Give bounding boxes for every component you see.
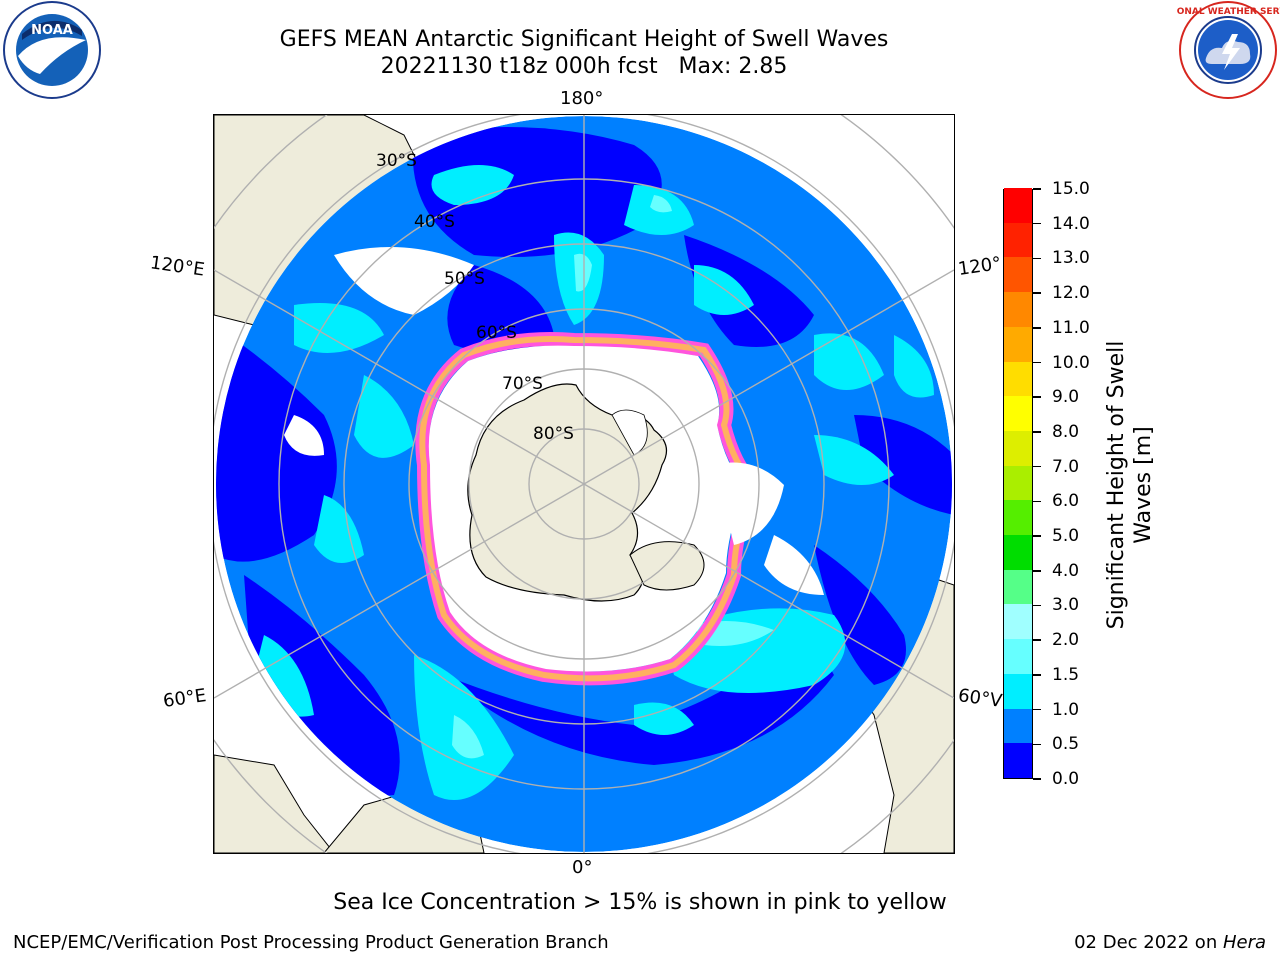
colorbar-tick-label: 15.0 [1052,179,1090,199]
lat-label-30s: 30°S [376,151,417,171]
no-swell-areas [284,247,824,595]
footer-right: 02 Dec 2022 on Hera [1074,932,1266,953]
colorbar-tick-label: 13.0 [1052,248,1090,269]
colorbar-tick [1033,327,1041,329]
colorbar-segment [1004,569,1032,605]
colorbar-tick [1033,743,1041,746]
colorbar-tick-label: 1.0 [1052,699,1080,720]
lon-label-0: 0° [572,857,593,878]
colorbar-tick [1033,708,1041,711]
colorbar-tick [1033,396,1041,398]
colorbar-tick [1033,465,1041,468]
colorbar-tick-label: 2.0 [1052,630,1080,651]
colorbar [1003,187,1033,779]
colorbar-tick-label: 4.0 [1052,560,1080,581]
ross-ice-shelf [611,409,648,456]
colorbar-tick [1033,535,1041,537]
nws-logo-text: NATIONAL WEATHER SERVICE [1176,7,1280,17]
noaa-logo-text: NOAA [31,23,73,38]
colorbar-tick-label: 0.0 [1052,769,1080,789]
colorbar-tick-label: 10.0 [1052,352,1090,373]
lon-label-120w: 120° [956,253,1003,280]
colorbar-segment [1004,499,1032,536]
colorbar-tick [1033,257,1041,260]
elevated-swell-areas [452,195,774,759]
colorbar-segment [1004,673,1032,709]
colorbar-tick [1033,778,1041,780]
colorbar-tick [1033,639,1041,641]
colorbar-tick [1033,431,1041,433]
colorbar-segment [1004,361,1032,397]
graticule [214,115,954,853]
colorbar-tick-label: 7.0 [1052,456,1080,477]
moderate-swell-areas [254,165,934,800]
colorbar-tick-label: 12.0 [1052,283,1090,304]
colorbar-title: Significant Height of Swell Waves [m] [1104,340,1156,630]
colorbar-tick-label: 0.5 [1052,734,1080,755]
colorbar-segment [1004,291,1032,327]
colorbar-segment [1004,534,1032,570]
polar-map [214,115,954,853]
lat-label-80s: 80°S [533,424,574,444]
colorbar-tick-label: 14.0 [1052,213,1090,234]
lon-label-180: 180° [560,88,604,109]
lat-label-40s: 40°S [414,212,455,232]
colorbar-tick [1033,604,1041,607]
colorbar-tick [1033,222,1041,225]
colorbar-segment [1004,395,1032,431]
lon-label-60w: 60°V [956,685,1004,712]
antarctic-peninsula [629,541,705,591]
lat-label-60s: 60°S [476,323,517,343]
lon-label-60e: 60°E [161,685,208,712]
colorbar-segment [1004,708,1032,744]
chart-subtitle: 20221130 t18z 000h fcst Max: 2.85 [380,54,788,79]
colorbar-tick [1033,361,1041,364]
colorbar-tick [1033,292,1041,294]
colorbar-tick-label: 6.0 [1052,491,1080,512]
colorbar-segment [1004,187,1032,223]
chart-title: GEFS MEAN Antarctic Significant Height o… [279,27,889,52]
noaa-logo: NOAA [0,0,104,100]
colorbar-tick [1033,500,1041,503]
footer-left: NCEP/EMC/Verification Post Processing Pr… [13,932,609,953]
colorbar-tick [1033,674,1041,676]
colorbar-tick [1033,570,1041,572]
colorbar-tick-label: 5.0 [1052,526,1080,547]
sea-ice-note: Sea Ice Concentration > 15% is shown in … [333,890,947,915]
lat-label-50s: 50°S [444,269,485,289]
lon-label-120e: 120°E [148,252,206,281]
colorbar-tick-label: 1.5 [1052,664,1080,685]
lat-label-70s: 70°S [502,374,543,394]
colorbar-tick-label: 11.0 [1052,317,1090,338]
footer-date: 02 Dec 2022 on [1074,932,1223,953]
colorbar-segment [1004,222,1032,258]
colorbar-segment [1004,430,1032,466]
antarctica-land [467,383,668,602]
colorbar-segment [1004,465,1032,501]
colorbar-segment [1004,603,1032,640]
colorbar-segment [1004,742,1032,778]
national-weather-service-logo: NATIONAL WEATHER SERVICE [1153,0,1280,100]
colorbar-segment [1004,326,1032,362]
colorbar-tick-label: 3.0 [1052,595,1080,616]
colorbar-tick-label: 9.0 [1052,387,1080,408]
footer-machine: Hera [1222,932,1266,953]
colorbar-segment [1004,256,1032,293]
colorbar-tick [1033,188,1041,190]
colorbar-segment [1004,638,1032,674]
colorbar-tick-label: 8.0 [1052,421,1080,442]
